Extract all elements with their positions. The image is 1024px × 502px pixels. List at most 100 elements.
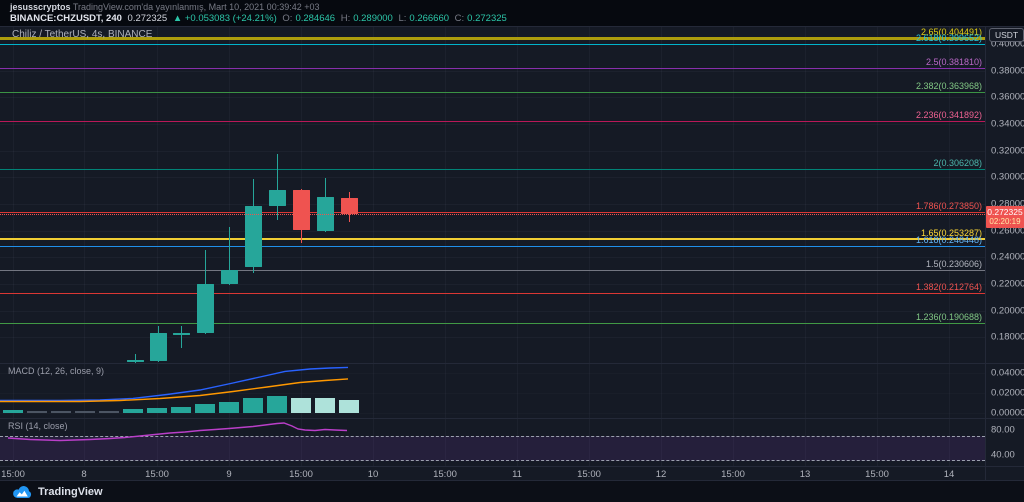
pane-separator — [0, 363, 1024, 364]
fib-level-label: 2.65(0.404491) — [920, 27, 982, 38]
time-axis-label[interactable]: 13 — [799, 469, 811, 480]
candle[interactable] — [221, 269, 238, 284]
macd-histogram-bar[interactable] — [171, 406, 191, 413]
macd-histogram-bar[interactable] — [243, 397, 263, 413]
macd-histogram-bar[interactable] — [195, 404, 215, 413]
low-value: 0.266660 — [409, 13, 450, 24]
horizontal-gridline — [0, 337, 985, 339]
candle[interactable] — [173, 333, 190, 335]
fib-level-label: 1.618(0.248448) — [915, 234, 982, 245]
time-axis-label[interactable]: 11 — [512, 469, 522, 480]
candle[interactable] — [317, 196, 334, 231]
fib-level-label: 2.5(0.381810) — [925, 57, 982, 68]
high-value: 0.289000 — [353, 13, 393, 24]
candle[interactable] — [150, 332, 167, 361]
fib-level-label: 1.236(0.190688) — [915, 311, 982, 322]
time-axis-label[interactable]: 15:00 — [145, 469, 169, 480]
time-axis-label[interactable]: 15:00 — [1, 469, 25, 480]
rsi-axis-label[interactable]: 80.00 — [991, 424, 1015, 436]
macd-histogram-bar[interactable] — [219, 401, 239, 413]
last-price-value: 0.272325 — [987, 207, 1023, 217]
time-axis-label[interactable]: 12 — [655, 469, 667, 480]
fib-level-label: 1.786(0.273850) — [915, 201, 982, 212]
macd-histogram-bar[interactable] — [291, 398, 311, 413]
horizontal-gridline — [0, 257, 985, 259]
candle[interactable] — [127, 360, 144, 362]
open-label: O: — [282, 13, 293, 24]
macd-histogram-bar[interactable] — [315, 398, 335, 413]
open-value: 0.284646 — [295, 13, 336, 24]
horizontal-gridline — [0, 70, 985, 72]
time-axis-label[interactable]: 15:00 — [721, 469, 745, 480]
symbol-ohlc-row: BINANCE:CHZUSDT, 240 0.272325 ▲ +0.05308… — [10, 13, 510, 24]
price-change-text: ▲ +0.053083 (+24.21%) — [172, 13, 277, 24]
macd-axis-label[interactable]: 0.000000 — [991, 407, 1024, 419]
time-axis-label[interactable]: 15:00 — [289, 469, 313, 480]
tradingview-logo-icon[interactable] — [12, 485, 32, 499]
macd-histogram-bar[interactable] — [3, 410, 23, 413]
macd-histogram-bar[interactable] — [147, 407, 167, 413]
symbol-label[interactable]: BINANCE:CHZUSDT, 240 — [10, 13, 122, 24]
fib-level-line — [0, 245, 985, 247]
macd-histogram-bar[interactable] — [27, 410, 47, 413]
candle[interactable] — [293, 190, 310, 230]
time-axis-label[interactable]: 14 — [943, 469, 955, 480]
macd-histogram-bar[interactable] — [51, 410, 71, 413]
fib-level-label: 2.236(0.341892) — [915, 110, 982, 121]
candle[interactable] — [245, 206, 262, 268]
fib-level-label: 1.5(0.230606) — [925, 258, 982, 269]
low-label: L: — [398, 13, 407, 24]
macd-histogram-bar[interactable] — [75, 411, 95, 413]
time-axis-label[interactable]: 9 — [226, 469, 232, 480]
macd-gridline — [0, 393, 985, 394]
pane-separator — [0, 26, 1024, 27]
time-axis-label[interactable]: 8 — [81, 469, 87, 480]
macd-histogram-bar[interactable] — [123, 409, 143, 413]
fib-level-line — [0, 269, 985, 271]
fib-level-label: 2(0.306208) — [933, 157, 982, 168]
candle-wick — [229, 226, 230, 285]
macd-indicator-label[interactable]: MACD (12, 26, close, 9) — [8, 366, 105, 376]
macd-histogram-bar[interactable] — [267, 395, 287, 413]
macd-histogram-bar[interactable] — [339, 399, 359, 413]
rsi-band — [0, 436, 985, 462]
bar-countdown: 02:20:19 — [989, 217, 1021, 226]
close-value: 0.272325 — [467, 13, 507, 24]
high-label: H: — [340, 13, 351, 24]
tradingview-brand-text[interactable]: TradingView — [38, 485, 103, 498]
last-price-line — [0, 214, 985, 216]
candle[interactable] — [269, 190, 286, 207]
time-axis-label[interactable]: 15:00 — [433, 469, 457, 480]
rsi-indicator-label[interactable]: RSI (14, close) — [8, 421, 68, 431]
author-name[interactable]: jesusscryptos — [10, 2, 71, 12]
rsi-axis-label[interactable]: 40.00 — [991, 449, 1015, 461]
candle[interactable] — [341, 197, 358, 215]
footer-bar: TradingView — [0, 480, 1024, 502]
time-axis-label[interactable]: 15:00 — [865, 469, 889, 480]
chart-legend-title[interactable]: Chiliz / TetherUS, 4s, BINANCE — [12, 29, 153, 40]
price-axis-currency-button[interactable]: USDT — [989, 28, 1024, 42]
time-axis-label[interactable]: 15:00 — [577, 469, 601, 480]
candle[interactable] — [197, 283, 214, 333]
macd-histogram-bar[interactable] — [99, 411, 119, 413]
fib-level-line — [0, 68, 985, 70]
time-axis-label[interactable]: 10 — [367, 469, 379, 480]
horizontal-gridline — [0, 177, 985, 179]
